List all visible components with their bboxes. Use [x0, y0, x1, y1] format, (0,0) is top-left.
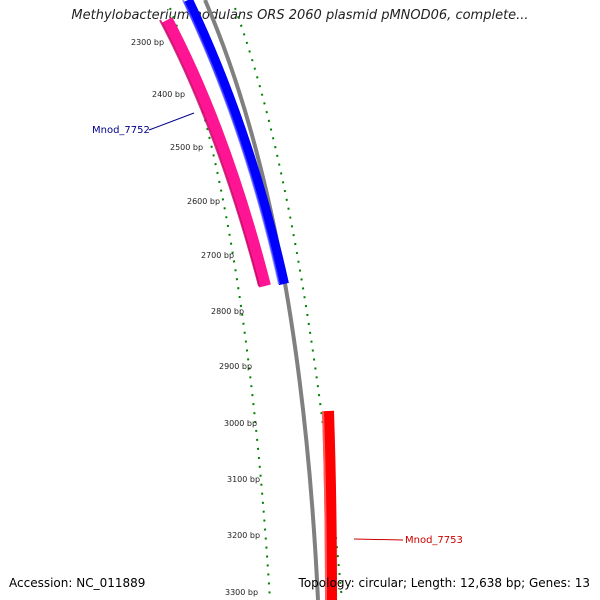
tick-label: 2400 bp [152, 90, 185, 99]
tick-label: 3300 bp [225, 588, 258, 597]
forward-cds-feature[interactable] [183, 0, 289, 286]
tick-label: 2300 bp [131, 38, 164, 47]
gc-skew-inner-ring [169, 7, 271, 600]
gene-leader-line [148, 112, 195, 131]
tick-label: 2700 bp [201, 251, 234, 260]
tick-label: 2500 bp [170, 143, 203, 152]
tick-label: 2600 bp [187, 197, 220, 206]
accession-label: Accession: NC_011889 [9, 576, 146, 590]
tick-label: 3000 bp [224, 419, 257, 428]
forward-cds-highlight [182, 0, 280, 285]
gene-feature-edge [159, 19, 260, 287]
tick-label: 2800 bp [211, 307, 244, 316]
map-title: Methylobacterium nodulans ORS 2060 plasm… [71, 8, 529, 23]
gene-leader-line [353, 538, 404, 541]
gene-feature-highlight [322, 410, 327, 600]
gene-feature-mnod-7752[interactable] [161, 17, 271, 288]
gene-label-mnod-7752[interactable]: Mnod_7752 [92, 125, 150, 136]
gene-feature-mnod-7753[interactable] [322, 410, 337, 600]
tick-label: 2900 bp [219, 362, 252, 371]
gene-label-mnod-7753[interactable]: Mnod_7753 [405, 535, 463, 546]
tick-label: 3200 bp [227, 531, 260, 540]
topology-summary: Topology: circular; Length: 12,638 bp; G… [298, 576, 590, 590]
gc-skew-outer-ring [234, 7, 343, 600]
tick-label: 3100 bp [227, 475, 260, 484]
